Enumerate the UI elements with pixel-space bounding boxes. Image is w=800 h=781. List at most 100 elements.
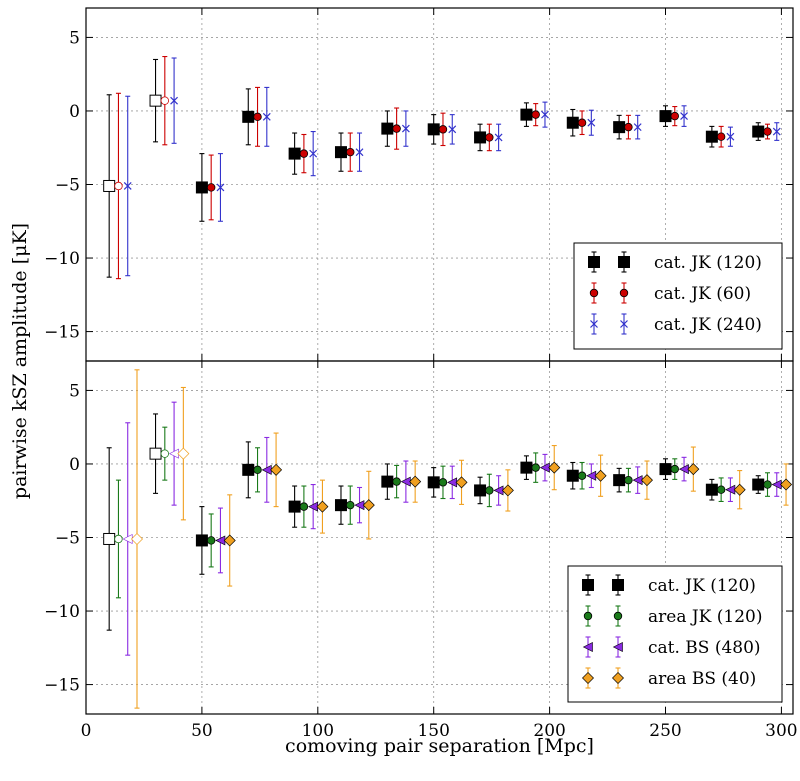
legend-box (573, 242, 783, 350)
data-point (253, 465, 262, 475)
legend-label: area JK (120) (648, 607, 763, 627)
legend-label: cat. JK (60) (654, 284, 751, 304)
data-point (401, 124, 410, 133)
data-point (362, 499, 375, 512)
data-point (270, 463, 283, 476)
data-point (752, 125, 765, 138)
data-point (448, 125, 457, 134)
data-point (177, 447, 190, 460)
data-point (501, 484, 514, 497)
data-point (170, 96, 179, 105)
legend-marker (582, 672, 594, 684)
data-point (160, 96, 170, 105)
data-point (242, 110, 255, 123)
data-point (253, 112, 262, 122)
y-tick-label: 0 (69, 455, 80, 475)
x-tick-label: 250 (649, 721, 681, 741)
series-cat-bs-480- (122, 401, 782, 656)
y-tick-label: −5 (55, 529, 80, 549)
data-point (752, 478, 765, 491)
data-point (726, 132, 735, 141)
series-cat-jk-60- (114, 55, 772, 280)
data-point (438, 125, 448, 134)
data-point (485, 486, 494, 495)
data-point (103, 179, 116, 192)
data-point (566, 469, 579, 482)
data-point (687, 463, 700, 476)
y-tick-label: 5 (69, 381, 80, 401)
data-point (763, 480, 772, 489)
data-point (131, 532, 143, 545)
data-point (355, 148, 364, 157)
data-point (195, 181, 208, 194)
data-point (438, 478, 448, 487)
x-tick-label: 0 (81, 721, 92, 741)
data-point (242, 463, 255, 476)
data-point (670, 464, 679, 474)
top-y-ticks: 5 0 −5 −10 −15 (44, 28, 793, 343)
data-point (381, 122, 394, 135)
data-point (160, 449, 170, 458)
legend-label: cat. BS (480) (648, 638, 761, 658)
x-axis-label: comoving pair separation [Mpc] (285, 735, 594, 757)
legend-label: cat. JK (120) (654, 253, 762, 273)
y-tick-label: 0 (69, 102, 80, 122)
legend-marker (612, 579, 624, 591)
y-tick-label: −15 (44, 323, 80, 343)
data-point (716, 132, 726, 141)
data-point (288, 500, 301, 513)
data-point (334, 499, 347, 512)
data-point (114, 534, 123, 544)
data-point (223, 534, 236, 547)
y-tick-label: 5 (69, 28, 80, 48)
data-point (299, 502, 309, 511)
x-tick-label: 300 (765, 721, 797, 741)
data-point (334, 146, 347, 159)
bottom-x-ticks: 0 50 100 150 200 250 300 (81, 361, 798, 741)
legend-marker (590, 320, 598, 328)
data-point (195, 534, 208, 547)
legend-label: area BS (40) (648, 669, 756, 689)
data-point (316, 500, 329, 513)
legend-box (567, 565, 783, 703)
data-point (594, 469, 607, 482)
data-point (763, 127, 772, 136)
data-point (772, 127, 781, 136)
legend-marker (589, 288, 599, 298)
legend-marker (618, 256, 630, 268)
data-point (455, 476, 468, 489)
y-axis-label: pairwise kSZ amplitude [μK] (9, 223, 31, 499)
legend-marker (582, 579, 594, 591)
series-area-bs-40- (131, 369, 793, 709)
data-point (381, 475, 394, 488)
data-point (520, 108, 533, 121)
data-point (149, 447, 162, 460)
bottom-frame (85, 360, 794, 715)
data-point (392, 477, 401, 486)
data-point (613, 474, 626, 487)
y-tick-label: −10 (44, 602, 80, 622)
top-legend: cat. JK (120) cat. JK (60) cat. JK (240) (573, 242, 783, 350)
data-point (613, 121, 626, 134)
data-point (474, 131, 487, 144)
series-area-jk-120- (114, 426, 772, 599)
x-tick-label: 100 (302, 721, 334, 741)
data-point (216, 183, 225, 192)
x-tick-label: 200 (533, 721, 565, 741)
series-cat-jk-120- (103, 58, 765, 278)
data-point (716, 485, 726, 494)
data-point (346, 500, 355, 510)
data-point (299, 149, 309, 158)
data-point (566, 116, 579, 129)
data-point (494, 133, 503, 142)
bottom-y-ticks: 5 0 −5 −10 −15 (44, 381, 793, 696)
legend-marker (582, 642, 593, 652)
data-point (705, 130, 718, 143)
data-point (531, 110, 540, 119)
data-point (149, 94, 162, 107)
legend-marker (612, 672, 624, 684)
